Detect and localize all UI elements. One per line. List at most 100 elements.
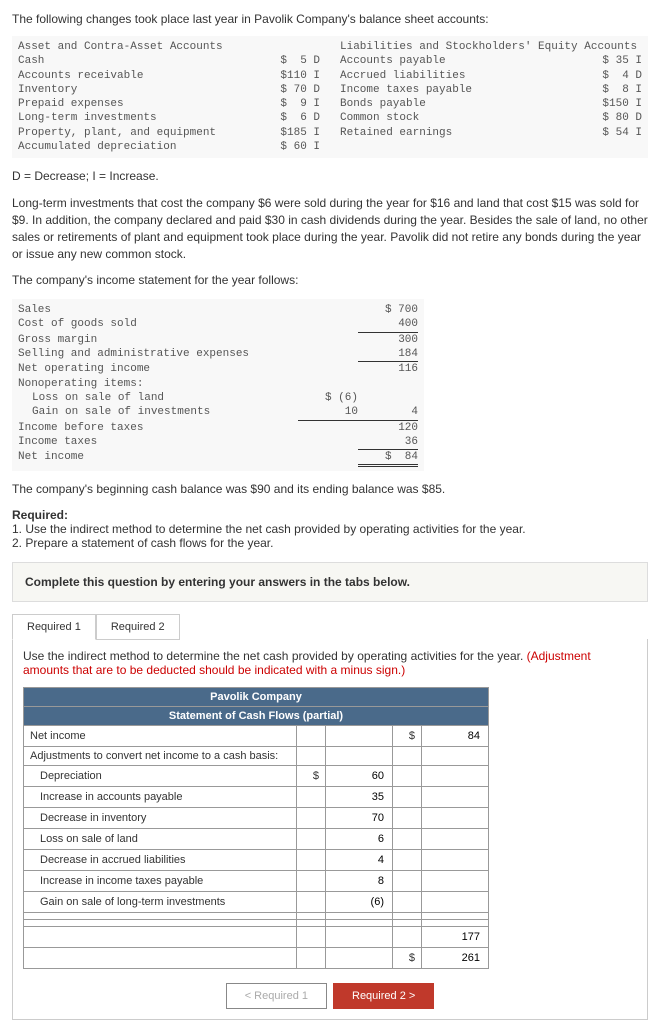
income-c2: 36 — [358, 435, 418, 450]
adj-input[interactable] — [332, 895, 386, 909]
adj-sign — [297, 808, 326, 829]
adj-label[interactable]: Increase in income taxes payable — [24, 871, 297, 892]
adj-sign — [297, 850, 326, 871]
income-c2: 120 — [358, 421, 418, 435]
net-income-label: Net income — [24, 726, 297, 747]
adj-input[interactable] — [332, 853, 386, 867]
income-c1 — [298, 450, 358, 467]
income-label: Loss on sale of land — [18, 391, 298, 405]
income-label: Selling and administrative expenses — [18, 347, 298, 362]
tabs: Required 1 Required 2 — [12, 614, 648, 640]
bs-value: $ 4 D — [602, 69, 642, 83]
next-button[interactable]: Required 2 > — [333, 983, 434, 1009]
bs-value: $ 8 I — [602, 83, 642, 97]
income-intro: The company's income statement for the y… — [12, 272, 648, 289]
instr-text: Use the indirect method to determine the… — [23, 649, 527, 663]
bs-value: $ 9 I — [280, 97, 320, 111]
net-income-input[interactable] — [428, 729, 482, 743]
adj-label[interactable]: Gain on sale of long-term investments — [24, 892, 297, 913]
prev-button[interactable]: < Required 1 — [226, 983, 327, 1009]
income-label: Net operating income — [18, 362, 298, 376]
income-statement: Sales$ 700Cost of goods sold400Gross mar… — [12, 299, 424, 471]
income-c1 — [298, 362, 358, 376]
required-section: Required: 1. Use the indirect method to … — [12, 508, 648, 550]
adj-sign: $ — [297, 766, 326, 787]
bs-label: Inventory — [18, 83, 280, 97]
adj-label[interactable]: Decrease in inventory — [24, 808, 297, 829]
income-c2: 4 — [358, 405, 418, 420]
adj-input[interactable] — [332, 832, 386, 846]
income-c1: $ (6) — [298, 391, 358, 405]
bs-label: Property, plant, and equipment — [18, 126, 280, 140]
income-c1 — [298, 435, 358, 450]
income-c1 — [298, 303, 358, 317]
tab-required-2[interactable]: Required 2 — [96, 614, 180, 640]
bs-label: Retained earnings — [340, 126, 602, 140]
income-label: Nonoperating items: — [18, 377, 298, 391]
bs-label: Bonds payable — [340, 97, 602, 111]
adj-label[interactable]: Increase in accounts payable — [24, 787, 297, 808]
income-c2: 300 — [358, 333, 418, 347]
balance-sheet: Asset and Contra-Asset Accounts Cash$ 5 … — [12, 36, 648, 158]
adj-sign — [297, 892, 326, 913]
bs-label: Prepaid expenses — [18, 97, 280, 111]
bs-value: $110 I — [280, 69, 320, 83]
adj-header: Adjustments to convert net income to a c… — [24, 747, 297, 766]
assets-column: Asset and Contra-Asset Accounts Cash$ 5 … — [18, 40, 320, 154]
assets-header: Asset and Contra-Asset Accounts — [18, 40, 223, 54]
panel-instruction: Use the indirect method to determine the… — [23, 649, 637, 677]
bs-value: $ 60 I — [280, 140, 320, 154]
adj-label[interactable]: Decrease in accrued liabilities — [24, 850, 297, 871]
income-label: Cost of goods sold — [18, 317, 298, 332]
legend: D = Decrease; I = Increase. — [12, 168, 648, 185]
adj-label[interactable]: Depreciation — [24, 766, 297, 787]
tab-required-1[interactable]: Required 1 — [12, 614, 96, 640]
income-label: Gain on sale of investments — [18, 405, 298, 420]
bs-value: $185 I — [280, 126, 320, 140]
income-label: Income taxes — [18, 435, 298, 450]
bs-label: Accounts receivable — [18, 69, 280, 83]
income-c1 — [298, 317, 358, 332]
income-label: Gross margin — [18, 333, 298, 347]
bs-value: $150 I — [602, 97, 642, 111]
bs-value: $ 70 D — [280, 83, 320, 97]
begin-end-balance: The company's beginning cash balance was… — [12, 481, 648, 498]
income-label: Sales — [18, 303, 298, 317]
bs-value: $ 5 D — [280, 54, 320, 68]
bs-value: $ 80 D — [602, 111, 642, 125]
income-c2 — [358, 377, 418, 391]
adj-input[interactable] — [332, 790, 386, 804]
income-c2: $ 84 — [358, 450, 418, 467]
scf-table: Pavolik Company Statement of Cash Flows … — [23, 687, 489, 969]
adj-label[interactable]: Loss on sale of land — [24, 829, 297, 850]
scf-company: Pavolik Company — [24, 688, 489, 707]
income-c1 — [298, 347, 358, 362]
bs-value: $ 6 D — [280, 111, 320, 125]
income-c1 — [298, 421, 358, 435]
grand-total-input[interactable] — [428, 951, 482, 965]
scf-title: Statement of Cash Flows (partial) — [24, 707, 489, 726]
liab-header: Liabilities and Stockholders' Equity Acc… — [340, 40, 637, 54]
adj-input[interactable] — [332, 874, 386, 888]
adj-input[interactable] — [332, 811, 386, 825]
adj-input[interactable] — [332, 769, 386, 783]
bs-label: Cash — [18, 54, 280, 68]
grand-sign: $ — [393, 948, 422, 969]
complete-instruction: Complete this question by entering your … — [12, 562, 648, 602]
required-title: Required: — [12, 508, 648, 522]
income-c2: 184 — [358, 347, 418, 362]
adj-sign — [297, 787, 326, 808]
tab-panel-required-1: Use the indirect method to determine the… — [12, 639, 648, 1020]
bs-label: Long-term investments — [18, 111, 280, 125]
income-c2: 400 — [358, 317, 418, 332]
bs-label: Accounts payable — [340, 54, 602, 68]
bs-label: Income taxes payable — [340, 83, 602, 97]
income-c1 — [298, 377, 358, 391]
bs-label: Accumulated depreciation — [18, 140, 280, 154]
income-c1 — [298, 333, 358, 347]
required-item-2: 2. Prepare a statement of cash flows for… — [12, 536, 648, 550]
income-label: Net income — [18, 450, 298, 467]
adj-total-input[interactable] — [428, 930, 482, 944]
adj-sign — [297, 829, 326, 850]
bs-label: Accrued liabilities — [340, 69, 602, 83]
